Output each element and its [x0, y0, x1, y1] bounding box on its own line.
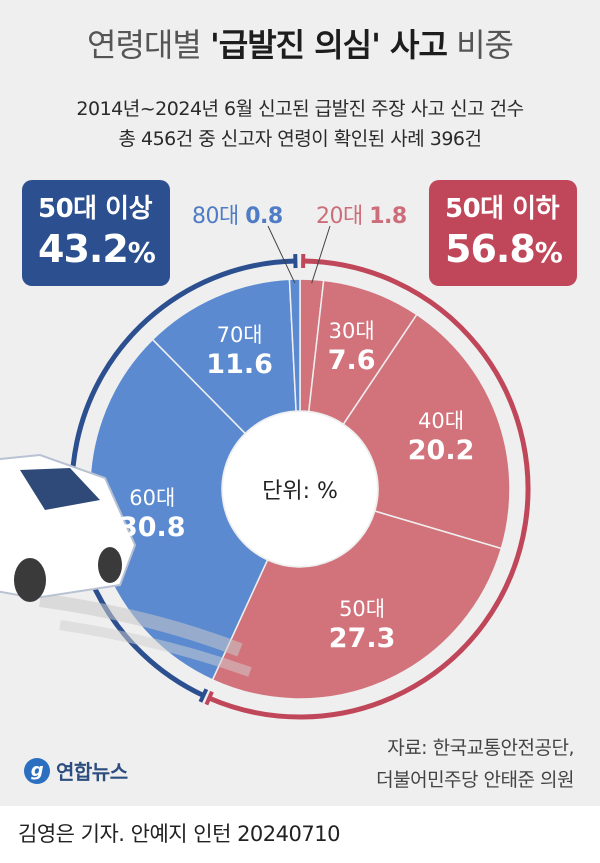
badge-50-below-value-wrap: 56.8%: [445, 227, 577, 271]
badge-50-above-unit: %: [127, 236, 156, 269]
logo: g 연합뉴스: [24, 756, 128, 785]
slice-50s: [211, 510, 503, 700]
slice-label-50s: 50대 27.3: [329, 596, 396, 656]
group-arc-tick: [198, 688, 209, 703]
slice-label-age: 30대: [328, 319, 375, 344]
slice-label-age: 50대: [339, 596, 386, 621]
footer-credit: 김영은 기자. 안예지 인턴 20240710: [0, 806, 600, 863]
slice-label-40s: 40대 20.2: [408, 408, 475, 468]
slice-label-70s: 70대 11.6: [206, 322, 273, 382]
badge-50-above-value: 43.2: [38, 227, 129, 271]
leader-line-20s: [311, 225, 331, 284]
chart-title: 연령대별 '급발진 의심' 사고 비중: [0, 20, 600, 66]
label-20s: 20대 1.8: [316, 198, 407, 230]
slice-label-age: 40대: [418, 409, 465, 434]
slice-label-30s: 30대 7.6: [328, 318, 376, 378]
badge-50-below: 50대 이하 56.8%: [429, 180, 577, 286]
logo-icon: g: [24, 757, 50, 784]
slice-40s: [342, 313, 511, 550]
title-part-2: 비중: [446, 26, 514, 64]
badge-50-above-label: 50대 이상: [38, 194, 153, 224]
leader-line-80s: [267, 225, 296, 284]
label-20s-age: 20대: [316, 204, 363, 229]
source-line-1: 자료: 한국교통안전공단,: [387, 737, 574, 759]
label-80s-age: 80대: [192, 204, 239, 229]
badge-50-below-label: 50대 이하: [445, 194, 560, 224]
badge-50-above-value-wrap: 43.2%: [38, 227, 170, 271]
slice-70s: [151, 278, 297, 435]
slice-label-value: 11.6: [206, 348, 273, 380]
car-illustration: [0, 453, 252, 677]
badge-50-below-value: 56.8: [445, 227, 536, 271]
donut-center: [223, 412, 377, 566]
group-arc-50-below: [208, 258, 531, 720]
source-line-2: 더불어민주당 안태준 의원: [376, 769, 574, 792]
slice-label-age: 70대: [216, 322, 263, 347]
subtitle-line-1: 2014년~2024년 6월 신고된 급발진 주장 사고 신고 건수: [76, 98, 524, 120]
slice-label-value: 27.3: [328, 622, 396, 654]
subtitle-line-2: 총 456건 중 신고자 연령이 확인된 사례 396건: [118, 128, 482, 150]
logo-text: 연합뉴스: [56, 760, 128, 784]
title-part-1: 연령대별: [87, 26, 210, 64]
slice-label-age: 60대: [129, 485, 176, 510]
badge-50-below-unit: %: [534, 236, 563, 269]
source: 자료: 한국교통안전공단, 더불어민주당 안태준 의원: [376, 732, 574, 797]
label-20s-value: 1.8: [369, 204, 407, 229]
slice-label-value: 7.6: [327, 345, 376, 377]
unit-label: 단위: %: [262, 479, 338, 504]
title-part-bold: '급발진 의심' 사고: [209, 26, 448, 64]
group-arc-tick: [204, 690, 214, 706]
badge-50-above: 50대 이상 43.2%: [22, 180, 170, 286]
slice-label-value: 30.8: [118, 512, 186, 544]
slice-label-60s: 60대 30.8: [119, 485, 186, 545]
label-80s: 80대 0.8: [192, 198, 283, 230]
slice-label-value: 20.2: [407, 435, 475, 467]
label-80s-value: 0.8: [245, 204, 283, 229]
